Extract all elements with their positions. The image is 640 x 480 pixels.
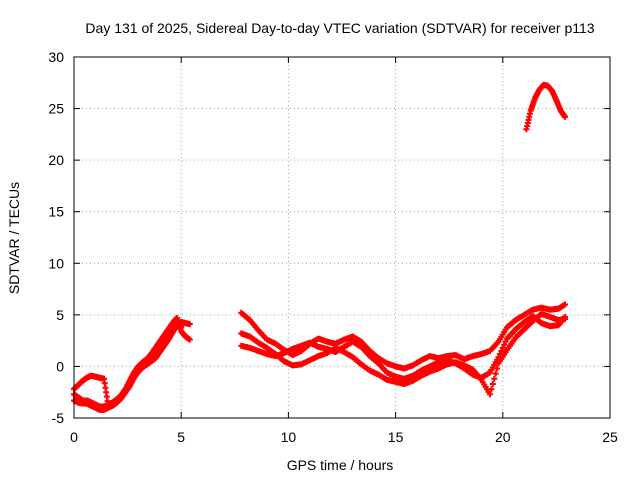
- data-point: [186, 336, 193, 343]
- data-point: [495, 354, 502, 361]
- data-point: [499, 344, 506, 351]
- data-point: [502, 338, 509, 345]
- data-point: [488, 386, 495, 393]
- x-tick-label: 20: [495, 429, 511, 445]
- data-point: [561, 113, 568, 120]
- y-tick-label: 0: [56, 358, 64, 374]
- series-track-c: [71, 321, 185, 410]
- data-point: [561, 313, 568, 320]
- data-point: [492, 370, 499, 377]
- x-tick-label: 10: [281, 429, 297, 445]
- y-axis-label: SDTVAR / TECUs: [6, 182, 22, 294]
- series-track-d: [238, 301, 568, 372]
- series-track-g: [523, 81, 568, 133]
- y-tick-label: 30: [48, 49, 64, 65]
- data-point: [496, 351, 503, 358]
- chart-title: Day 131 of 2025, Sidereal Day-to-day VTE…: [85, 20, 594, 36]
- y-tick-label: 5: [56, 307, 64, 323]
- data-point: [486, 391, 493, 398]
- data-point: [498, 347, 505, 354]
- data-point: [491, 375, 498, 382]
- y-tick-label: -5: [52, 410, 65, 426]
- series-track-f: [238, 312, 568, 382]
- data-point: [501, 341, 508, 348]
- plot-frame: [73, 56, 611, 419]
- data-point: [494, 365, 501, 372]
- series-track-e: [238, 310, 568, 398]
- data-point: [489, 380, 496, 387]
- data-points: [71, 81, 568, 413]
- data-point: [178, 324, 185, 331]
- x-tick-label: 15: [388, 429, 404, 445]
- x-tick-label: 0: [70, 429, 78, 445]
- y-tick-label: 15: [48, 204, 64, 220]
- y-tick-label: 25: [48, 101, 64, 117]
- x-tick-label: 5: [177, 429, 185, 445]
- axis-ticks: 0 5 10 15 20 25 -5 0 5 10 15 20 25 30: [48, 49, 618, 445]
- data-point: [186, 321, 193, 328]
- x-axis-label: GPS time / hours: [287, 457, 394, 473]
- x-tick-label: 25: [602, 429, 618, 445]
- y-tick-label: 20: [48, 152, 64, 168]
- grid: [74, 57, 610, 418]
- y-tick-label: 10: [48, 255, 64, 271]
- data-point: [561, 301, 568, 308]
